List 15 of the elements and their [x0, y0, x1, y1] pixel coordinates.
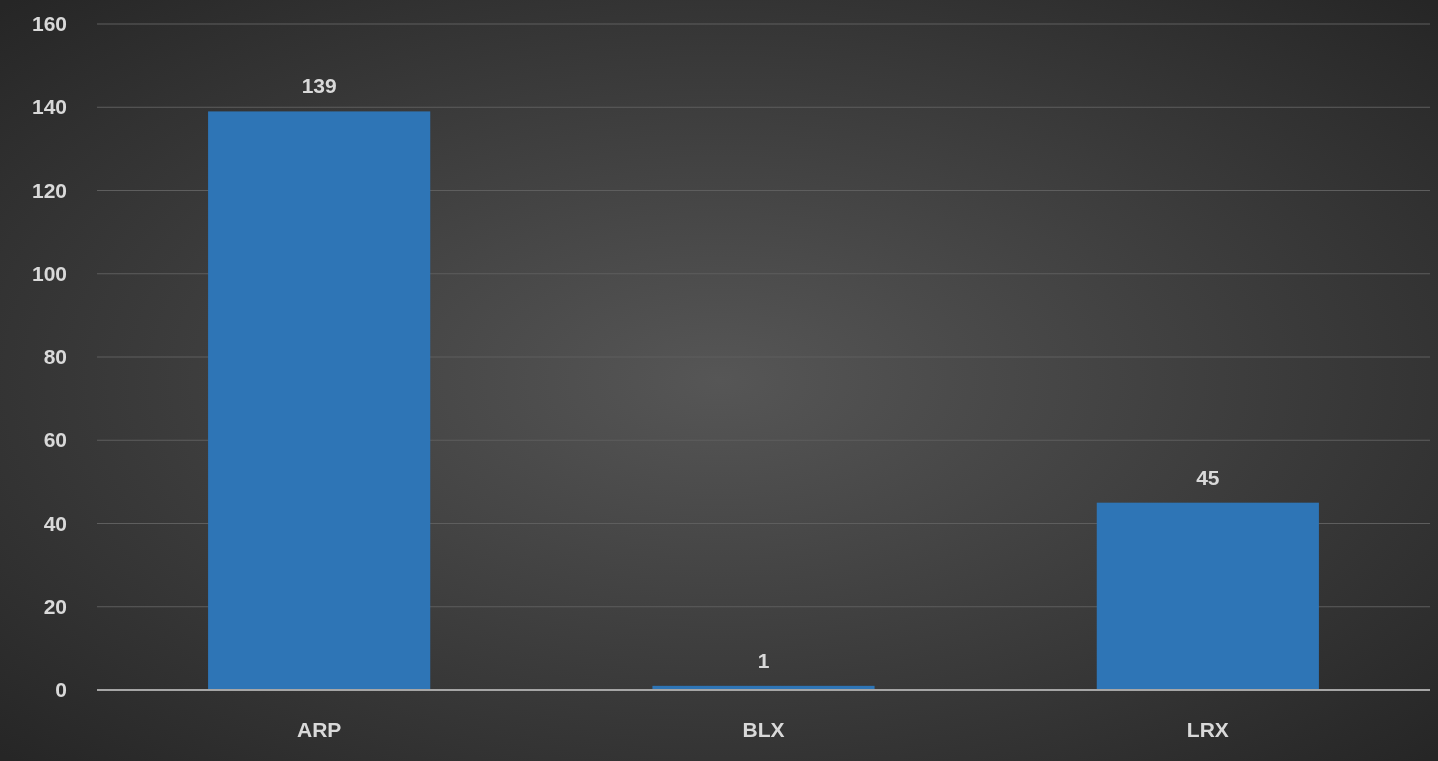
y-tick-label: 160 [31, 12, 67, 36]
y-tick-label: 80 [43, 345, 67, 369]
y-tick-label: 40 [43, 511, 67, 535]
y-tick-label: 0 [55, 678, 67, 702]
data-label: 45 [1196, 465, 1220, 489]
y-tick-label: 20 [43, 594, 67, 618]
data-label: 139 [301, 74, 337, 98]
y-tick-label: 120 [31, 178, 67, 202]
y-tick-label: 60 [43, 428, 67, 452]
y-tick-label: 100 [31, 261, 67, 285]
x-tick-label: BLX [742, 717, 785, 741]
y-tick-label: 140 [31, 95, 67, 119]
x-tick-label: LRX [1186, 717, 1229, 741]
data-label: 1 [757, 648, 770, 672]
x-tick-label: ARP [296, 717, 342, 741]
